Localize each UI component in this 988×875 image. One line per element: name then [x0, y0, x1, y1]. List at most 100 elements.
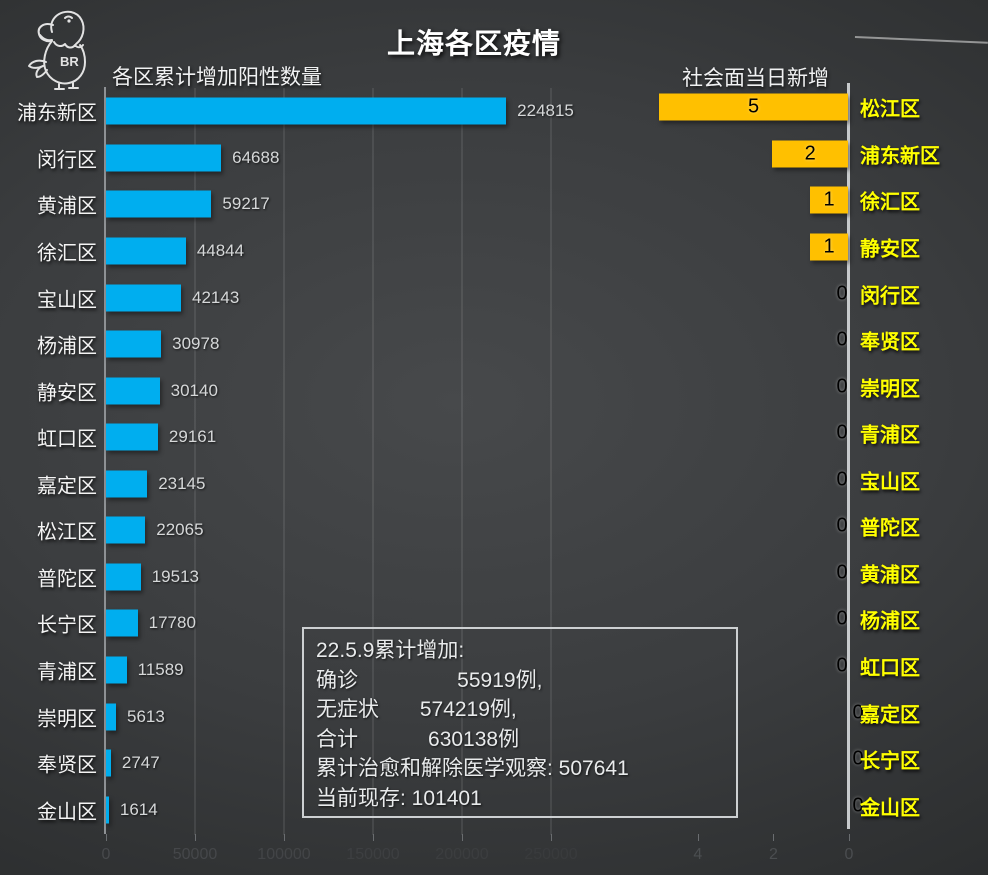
bar-cumulative-positive	[106, 97, 507, 125]
bar-cumulative-positive	[106, 377, 160, 405]
bar-cumulative-positive	[106, 796, 109, 824]
summary-line: 无症状 574219例,	[316, 698, 517, 721]
district-label: 黄浦区	[860, 564, 920, 587]
page-title: 上海各区疫情	[386, 28, 561, 59]
district-label: 崇明区	[37, 708, 97, 731]
district-label: 宝山区	[37, 289, 97, 312]
axis-tick-label: 150000	[346, 846, 400, 863]
bar-value-label: 0	[836, 421, 848, 444]
right-chart-row: 0 闵行区	[0, 270, 988, 317]
axis-tick-label: 0	[844, 846, 854, 863]
right-chart-row: 0 嘉定区	[0, 689, 988, 736]
left-chart-row: 虹口区 29161	[0, 414, 988, 461]
bar-value-label: 0	[852, 747, 864, 770]
bar-cumulative-positive	[106, 470, 148, 498]
bar-cumulative-positive	[106, 423, 158, 451]
summary-line: 当前现存: 101401	[316, 786, 482, 810]
district-label: 普陀区	[860, 517, 920, 540]
summary-line: 累计治愈和解除医学观察: 507641	[316, 757, 629, 780]
district-label: 长宁区	[37, 614, 97, 637]
left-chart-row: 杨浦区 30978	[0, 321, 988, 368]
left-chart-row: 浦东新区 224815	[0, 88, 988, 135]
right-chart-row: 5 松江区	[0, 84, 988, 131]
left-chart-row: 奉贤区 2747	[0, 740, 988, 787]
bar-cumulative-positive	[106, 330, 162, 358]
right-chart-row: 0 黄浦区	[0, 550, 988, 597]
right-chart-row: 0 青浦区	[0, 410, 988, 457]
right-chart-row: 0 长宁区	[0, 736, 988, 783]
axis-tick	[697, 834, 699, 841]
axis-tick	[106, 834, 107, 841]
bar-cumulative-positive	[106, 656, 127, 684]
right-chart-title: 社会面当日新增	[682, 67, 829, 90]
axis-tick	[373, 834, 374, 841]
bar-value-label: 2	[804, 142, 816, 165]
district-label: 青浦区	[860, 424, 920, 447]
bar-value-label: 17780	[148, 613, 196, 633]
right-chart-row: 0 奉贤区	[0, 317, 988, 364]
bar-cumulative-positive	[106, 563, 141, 591]
bar-new-community-case	[772, 140, 848, 168]
right-chart-plot: 5 松江区 2 浦东新区 1 徐汇区 1 静安区 0 闵行区 0 奉贤区 0 崇明区 0 青浦区 0 宝山区 0 普陀…	[0, 84, 988, 829]
gridline	[283, 88, 285, 835]
axis-tick	[773, 834, 775, 841]
bar-value-label: 5	[747, 95, 760, 118]
left-chart-row: 宝山区 42143	[0, 274, 988, 321]
left-chart-row: 静安区 30140	[0, 367, 988, 414]
bar-cumulative-positive	[106, 144, 222, 172]
left-chart-row: 普陀区 19513	[0, 554, 988, 601]
district-label: 金山区	[37, 801, 97, 824]
bar-new-community-case	[659, 93, 848, 121]
bar-value-label: 0	[836, 607, 848, 630]
bar-value-label: 5613	[126, 706, 165, 726]
district-label: 嘉定区	[37, 475, 97, 498]
district-label: 静安区	[37, 382, 97, 405]
bar-value-label: 0	[836, 561, 848, 584]
axis-tick	[849, 834, 850, 841]
bar-value-label: 42143	[192, 287, 240, 307]
district-label: 嘉定区	[860, 704, 920, 727]
bar-value-label: 22065	[156, 520, 204, 540]
bar-value-label: 0	[852, 794, 864, 817]
district-label: 静安区	[860, 238, 920, 261]
district-label: 浦东新区	[17, 102, 97, 125]
district-label: 宝山区	[860, 471, 920, 494]
axis-tick	[195, 834, 196, 841]
bar-value-label: 0	[836, 375, 848, 398]
district-label: 金山区	[860, 797, 920, 820]
bar-value-label: 0	[836, 514, 848, 537]
axis-tick	[551, 834, 552, 841]
gridline	[194, 88, 196, 835]
bar-value-label: 44844	[196, 240, 245, 260]
bar-value-label: 30978	[172, 334, 220, 354]
bar-value-label: 23145	[158, 473, 206, 493]
left-chart-plot: 浦东新区 224815 闵行区 64688 黄浦区 59217 徐汇区 44844 宝山区 421…	[0, 88, 988, 833]
gridline	[372, 88, 374, 835]
district-label: 奉贤区	[37, 754, 97, 777]
gridline	[550, 88, 552, 835]
bar-new-community-case	[810, 186, 848, 214]
district-label: 虹口区	[860, 657, 920, 680]
district-label: 黄浦区	[37, 195, 97, 218]
bar-cumulative-positive	[106, 190, 212, 218]
right-chart-row: 2 浦东新区	[0, 131, 988, 178]
left-chart-row: 金山区 1614	[0, 786, 988, 833]
bar-value-label: 1614	[119, 799, 158, 819]
district-label: 普陀区	[37, 568, 97, 591]
left-chart-row: 徐汇区 44844	[0, 228, 988, 275]
axis-tick	[284, 834, 285, 841]
bar-cumulative-positive	[106, 237, 186, 265]
summary-box: 22.5.9累计增加: 确诊 55919例, 无症状 574219例, 合计 6301…	[302, 627, 738, 818]
axis-tick-label: 250000	[524, 846, 578, 863]
bar-new-community-case	[810, 233, 848, 261]
axis-tick-label: 200000	[435, 846, 489, 863]
bar-cumulative-positive	[106, 749, 111, 777]
district-label: 虹口区	[37, 428, 97, 451]
left-chart-row: 闵行区 64688	[0, 135, 988, 182]
bar-value-label: 2747	[121, 753, 160, 773]
left-chart-row: 黄浦区 59217	[0, 181, 988, 228]
bar-value-label: 29161	[168, 427, 217, 447]
bar-value-label: 1	[823, 235, 835, 258]
gridline	[461, 88, 463, 835]
district-label: 松江区	[860, 98, 920, 121]
